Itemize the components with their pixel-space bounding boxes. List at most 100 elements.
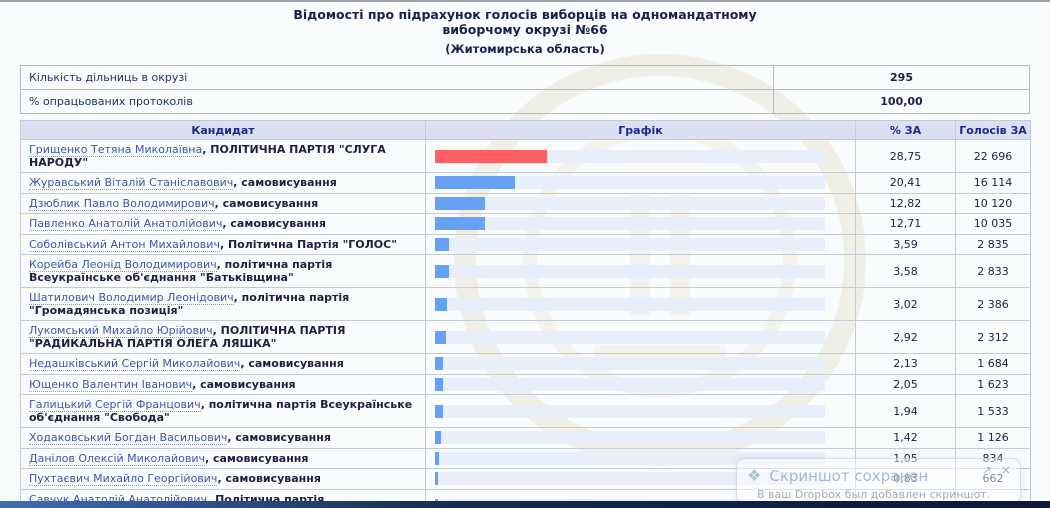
candidate-row: Грищенко Тетяна Миколаївна, ПОЛІТИЧНА ПА… bbox=[20, 139, 1031, 173]
candidate-row: Соболівський Антон Михайлович, Політична… bbox=[20, 233, 1031, 255]
vote-bar bbox=[435, 431, 441, 445]
percent-value: 3,02 bbox=[855, 287, 956, 321]
candidate-party: , самовисування bbox=[204, 451, 309, 465]
candidate-link[interactable]: Недашківський Сергій Миколайович bbox=[29, 357, 241, 371]
header-candidate: Кандидат bbox=[20, 120, 426, 140]
candidate-row: Ющенко Валентин Іванович, самовисування … bbox=[20, 373, 1031, 395]
vote-bar-track bbox=[435, 217, 826, 231]
candidate-link[interactable]: Галицький Сергій Францович bbox=[29, 398, 201, 412]
candidate-row: Лукомський Михайло Юрійович, ПОЛІТИЧНА П… bbox=[20, 320, 1031, 354]
candidate-row: Ходаковський Богдан Васильович, самовису… bbox=[20, 427, 1031, 449]
header-percent: % ЗА bbox=[855, 120, 956, 140]
votes-value: 1 126 bbox=[955, 427, 1031, 449]
candidate-link[interactable]: Дзюблик Павло Володимирович bbox=[29, 196, 215, 211]
vote-bar-track bbox=[435, 196, 826, 210]
vote-bar bbox=[435, 297, 447, 311]
share-icon[interactable]: ↗ bbox=[981, 463, 992, 477]
vote-bar bbox=[435, 149, 548, 163]
candidate-party: , політична партія "Громадянська позиція… bbox=[29, 291, 350, 317]
candidate-link[interactable]: Пухтаєвич Михайло Георгійович bbox=[29, 472, 218, 486]
candidate-link[interactable]: Данілов Олексій Миколайович bbox=[29, 451, 205, 466]
vote-bar bbox=[435, 404, 443, 418]
votes-value: 1 684 bbox=[955, 353, 1031, 375]
candidate-party: , самовисування bbox=[192, 377, 296, 391]
vote-bar-track bbox=[435, 149, 826, 163]
vote-bar bbox=[435, 264, 449, 278]
vote-bar bbox=[435, 196, 486, 210]
results-table: Кандидат Графік % ЗА Голосів ЗА Грищенко… bbox=[20, 120, 1031, 508]
summary-label: % опрацьованих протоколів bbox=[20, 89, 774, 114]
candidate-row: Галицький Сергій Францович, політична па… bbox=[20, 394, 1031, 428]
candidate-party: , політична партія Всеукраїнське об'єдна… bbox=[29, 398, 413, 424]
vote-bar-track bbox=[435, 176, 826, 190]
votes-value: 1 623 bbox=[955, 373, 1031, 395]
candidate-link[interactable]: Шатилович Володимир Леонідович bbox=[29, 291, 234, 305]
candidate-link[interactable]: Соболівський Антон Михайлович bbox=[29, 237, 220, 252]
vote-bar-track bbox=[435, 431, 826, 445]
summary-row: % опрацьованих протоколів 100,00 bbox=[20, 89, 1030, 114]
votes-value: 2 386 bbox=[955, 287, 1031, 321]
vote-bar bbox=[435, 330, 447, 344]
vote-bar bbox=[435, 377, 443, 391]
candidate-party: , Політична Партія "ГОЛОС" bbox=[219, 237, 397, 251]
candidate-link[interactable]: Корейба Леонід Володимирович bbox=[29, 258, 217, 272]
percent-value: 12,82 bbox=[855, 192, 956, 214]
candidate-party: , самовисування bbox=[240, 357, 344, 370]
percent-value: 1,42 bbox=[855, 427, 956, 449]
candidate-link[interactable]: Журавський Віталій Станіславович bbox=[29, 176, 234, 190]
percent-value: 28,75 bbox=[855, 139, 956, 173]
dropbox-toast[interactable]: ❖ Скриншот сохранен В ваш Dropbox был до… bbox=[736, 458, 1021, 504]
summary-value: 295 bbox=[773, 65, 1030, 90]
summary-value: 100,00 bbox=[773, 89, 1030, 114]
candidate-party: , самовисування bbox=[222, 217, 326, 230]
vote-bar bbox=[435, 217, 485, 231]
top-divider bbox=[0, 0, 1050, 2]
candidate-row: Пухтаєвич Михайло Георгійович, самовисув… bbox=[20, 468, 1031, 490]
vote-bar bbox=[435, 472, 439, 486]
votes-value: 2 312 bbox=[955, 320, 1031, 354]
percent-value: 2,05 bbox=[855, 373, 956, 395]
summary-table: Кількість дільниць в окрузі 295 % опраць… bbox=[20, 65, 1030, 114]
candidate-link[interactable]: Лукомський Михайло Юрійович bbox=[29, 324, 213, 338]
votes-value: 10 120 bbox=[955, 192, 1031, 214]
header-graph: Графік bbox=[425, 120, 856, 140]
summary-row: Кількість дільниць в окрузі 295 bbox=[20, 65, 1030, 90]
candidate-party: , самовисування bbox=[214, 196, 319, 210]
toast-title: Скриншот сохранен bbox=[769, 467, 929, 485]
candidate-link[interactable]: Ющенко Валентин Іванович bbox=[29, 377, 193, 392]
vote-bar bbox=[435, 237, 450, 251]
candidate-row: Дзюблик Павло Володимирович, самовисуван… bbox=[20, 192, 1031, 214]
candidate-party: , ПОЛІТИЧНА ПАРТІЯ "РАДИКАЛЬНА ПАРТІЯ ОЛ… bbox=[29, 324, 346, 350]
votes-value: 10 035 bbox=[955, 213, 1031, 235]
votes-value: 22 696 bbox=[955, 139, 1031, 173]
vote-bar bbox=[435, 357, 444, 371]
vote-bar-track bbox=[435, 357, 826, 371]
candidate-link[interactable]: Грищенко Тетяна Миколаївна bbox=[29, 143, 203, 157]
percent-value: 20,41 bbox=[855, 172, 956, 194]
bottom-edge-bar bbox=[0, 501, 1050, 508]
candidate-party: , самовисування bbox=[217, 472, 321, 485]
votes-value: 1 533 bbox=[955, 394, 1031, 428]
percent-value: 3,58 bbox=[855, 254, 956, 288]
candidate-row: Павленко Анатолій Анатолійович, самовису… bbox=[20, 213, 1031, 235]
candidate-link[interactable]: Ходаковський Богдан Васильович bbox=[29, 431, 228, 445]
candidate-party: , самовисування bbox=[227, 431, 331, 444]
vote-bar bbox=[435, 451, 440, 465]
vote-bar bbox=[435, 176, 515, 190]
candidate-link[interactable]: Павленко Анатолій Анатолійович bbox=[29, 217, 223, 231]
vote-bar-track bbox=[435, 330, 826, 344]
candidate-row: Шатилович Володимир Леонідович, політичн… bbox=[20, 287, 1031, 321]
percent-value: 12,71 bbox=[855, 213, 956, 235]
results-header-row: Кандидат Графік % ЗА Голосів ЗА bbox=[20, 120, 1031, 140]
summary-label: Кількість дільниць в окрузі bbox=[20, 65, 774, 90]
header-votes: Голосів ЗА bbox=[955, 120, 1031, 140]
page-title: Відомості про підрахунок голосів виборці… bbox=[293, 7, 757, 37]
close-icon[interactable]: × bbox=[1000, 463, 1011, 477]
percent-value: 3,59 bbox=[855, 233, 956, 255]
percent-value: 2,92 bbox=[855, 320, 956, 354]
vote-bar-track bbox=[435, 404, 826, 418]
toast-message: В ваш Dropbox был добавлен скриншот. bbox=[757, 488, 991, 501]
percent-value: 2,13 bbox=[855, 353, 956, 375]
percent-value: 1,94 bbox=[855, 394, 956, 428]
votes-value: 2 835 bbox=[955, 233, 1031, 255]
